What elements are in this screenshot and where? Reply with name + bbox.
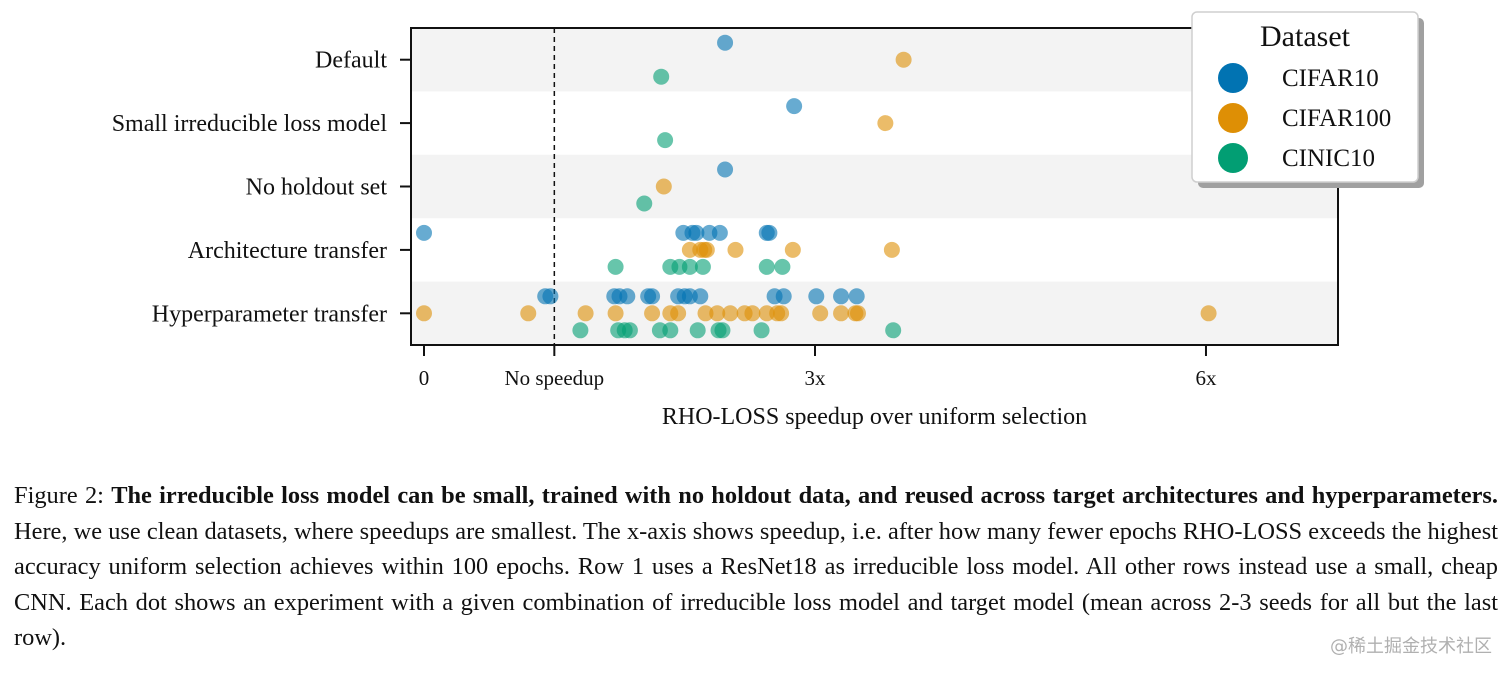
data-point-cinic10: [636, 195, 653, 212]
y-tick-label: Architecture transfer: [188, 238, 387, 264]
data-point-cifar10: [808, 288, 825, 305]
row-band: [411, 154, 1338, 219]
row-band: [411, 28, 1338, 92]
data-point-cinic10: [662, 322, 679, 339]
legend-title: Dataset: [1260, 20, 1351, 53]
caption-bold-title: The irreducible loss model can be small,…: [111, 482, 1499, 509]
legend-marker-cinic10: [1218, 143, 1248, 173]
data-point-cifar10: [786, 98, 803, 115]
y-axis: Default Small irreducible loss model No ho…: [112, 48, 411, 327]
data-point-cinic10: [714, 322, 731, 339]
data-point-cifar10: [717, 34, 734, 51]
x-tick-label: 6x: [1195, 366, 1217, 390]
data-point-cinic10: [657, 132, 674, 149]
data-point-cifar10: [761, 224, 778, 241]
speedup-scatter-chart: Default Small irreducible loss model No ho…: [112, 11, 1424, 430]
data-point-cifar10: [848, 288, 865, 305]
data-point-cifar100: [607, 305, 624, 322]
data-point-cifar10: [542, 288, 559, 305]
x-tick-label: 3x: [804, 366, 826, 390]
data-point-cifar100: [698, 241, 715, 258]
data-point-cinic10: [572, 322, 589, 339]
data-point-cifar100: [655, 178, 672, 195]
data-point-cifar100: [849, 305, 866, 322]
legend-box: [1191, 11, 1419, 183]
data-point-cifar10: [711, 224, 728, 241]
legend-label: CINIC10: [1282, 145, 1375, 172]
data-point-cifar100: [744, 305, 761, 322]
data-point-cifar10: [644, 288, 661, 305]
data-point-cinic10: [758, 258, 775, 275]
data-point-cinic10: [885, 322, 902, 339]
data-point-cifar10: [692, 288, 709, 305]
data-point-cifar100: [784, 241, 801, 258]
data-point-cifar100: [416, 305, 432, 322]
data-point-cifar10: [619, 288, 636, 305]
data-point-cinic10: [753, 322, 770, 339]
data-point-cifar100: [644, 305, 661, 322]
data-point-cifar10: [416, 224, 432, 241]
y-tick-label: Hyperparameter transfer: [152, 301, 387, 327]
data-point-cinic10: [681, 258, 698, 275]
data-point-cifar100: [883, 241, 900, 258]
watermark: @稀土掘金技术社区: [1330, 636, 1492, 657]
legend-label: CIFAR100: [1282, 105, 1391, 132]
row-band: [411, 281, 1338, 345]
x-tick-label: 0: [419, 366, 430, 390]
data-point-cifar100: [670, 305, 687, 322]
data-points: [416, 34, 1217, 339]
legend-marker-cifar100: [1218, 103, 1248, 133]
legend-label: CIFAR10: [1282, 65, 1379, 92]
data-point-cifar100: [727, 241, 744, 258]
data-point-cifar10: [775, 288, 792, 305]
data-point-cinic10: [621, 322, 638, 339]
data-point-cifar10: [717, 161, 734, 178]
data-point-cifar100: [833, 305, 850, 322]
data-point-cinic10: [694, 258, 711, 275]
y-tick-label: Small irreducible loss model: [112, 111, 388, 137]
x-tick-label: No speedup: [504, 366, 604, 390]
data-point-cifar100: [773, 305, 790, 322]
data-point-cifar10: [688, 224, 705, 241]
data-point-cifar100: [709, 305, 726, 322]
legend: Dataset CIFAR10 CIFAR100 CINIC10: [1191, 11, 1424, 188]
y-tick-label: No holdout set: [246, 175, 388, 201]
data-point-cifar100: [520, 305, 537, 322]
data-point-cinic10: [689, 322, 706, 339]
data-point-cifar100: [1200, 305, 1217, 322]
data-point-cifar100: [877, 115, 894, 132]
caption-label: Figure 2:: [14, 482, 104, 509]
caption-body: Here, we use clean datasets, where speed…: [14, 517, 1498, 652]
y-tick-label: Default: [315, 48, 387, 74]
data-point-cinic10: [653, 68, 670, 85]
data-point-cifar100: [812, 305, 829, 322]
data-point-cifar100: [722, 305, 739, 322]
data-point-cifar10: [833, 288, 850, 305]
x-axis: 0 No speedup 3x 6x: [419, 345, 1217, 390]
row-bands: [411, 28, 1338, 345]
data-point-cinic10: [607, 258, 624, 275]
data-point-cinic10: [774, 258, 791, 275]
data-point-cifar100: [577, 305, 594, 322]
data-point-cifar100: [697, 305, 714, 322]
figure-caption: Figure 2: The irreducible loss model can…: [14, 478, 1498, 656]
data-point-cifar100: [895, 51, 912, 68]
x-axis-label: RHO-LOSS speedup over uniform selection: [662, 404, 1087, 430]
legend-marker-cifar10: [1218, 63, 1248, 93]
